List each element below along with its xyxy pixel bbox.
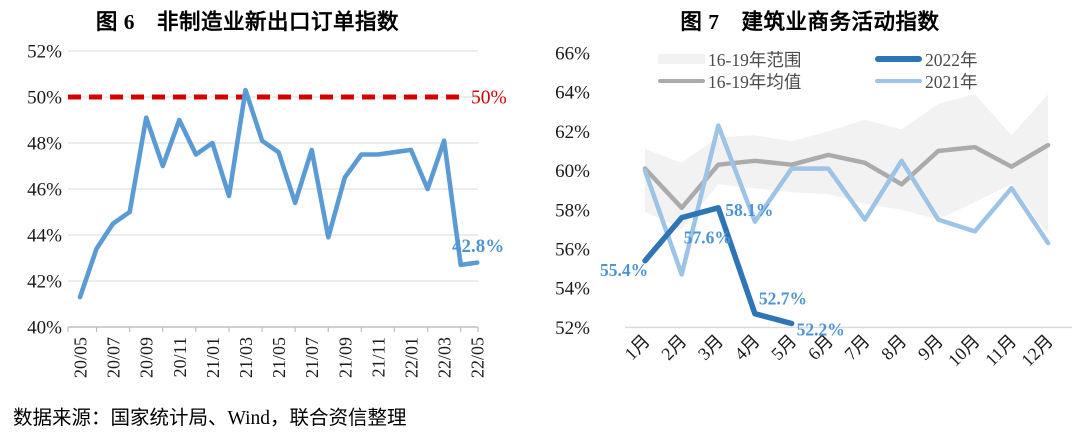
x-tick-label: 22/03 bbox=[435, 337, 455, 378]
y-tick-label: 62% bbox=[555, 122, 590, 143]
y-tick-label: 50% bbox=[27, 88, 62, 109]
y-tick-label: 48% bbox=[27, 134, 62, 155]
x-tick-label: 21/07 bbox=[302, 337, 322, 378]
legend-label-range: 16-19年范围 bbox=[708, 49, 802, 70]
y-tick-label: 42% bbox=[27, 272, 62, 293]
range-band bbox=[645, 94, 1049, 236]
legend-item-2022: 2022年 bbox=[875, 50, 978, 70]
x-tick-label: 21/01 bbox=[203, 337, 223, 378]
point-value-label: 55.4% bbox=[600, 260, 648, 280]
x-tick-label: 20/07 bbox=[104, 337, 124, 378]
x-tick-label: 20/11 bbox=[170, 337, 190, 377]
x-tick-label: 5月 bbox=[767, 331, 800, 364]
x-tick-label: 21/03 bbox=[236, 337, 256, 378]
y-tick-label: 54% bbox=[555, 279, 590, 300]
x-tick-label: 7月 bbox=[840, 331, 873, 364]
data-source-note: 数据来源：国家统计局、Wind，联合资信整理 bbox=[13, 408, 407, 429]
x-tick-label: 21/05 bbox=[269, 337, 289, 378]
y-tick-label: 56% bbox=[555, 240, 590, 261]
legend-item-range: 16-19年范围 bbox=[658, 50, 801, 70]
x-tick-label: 22/05 bbox=[468, 337, 488, 378]
x-tick-label: 2月 bbox=[657, 331, 690, 364]
y-tick-label: 58% bbox=[555, 200, 590, 221]
series-line-2021年 bbox=[642, 123, 1051, 277]
y-tick-label: 60% bbox=[555, 161, 590, 182]
x-tick-label: 12月 bbox=[1017, 331, 1057, 371]
series-line-2022年 bbox=[642, 205, 795, 327]
figure-7-chart: 66%64%62%60%58%56%54%52%1月 2月 3月 4月 5月 6月 7月 8月… bbox=[555, 44, 1072, 371]
legend-label-2022: 2022年 bbox=[925, 49, 978, 70]
y-tick-label: 64% bbox=[555, 83, 590, 104]
range-band-swatch bbox=[658, 54, 705, 64]
figure-6-title: 图 6 非制造业新出口订单指数 bbox=[95, 10, 400, 34]
legend-label-mean: 16-19年均值 bbox=[708, 71, 802, 92]
x-tick-label: 22/01 bbox=[402, 337, 422, 378]
y-tick-label: 66% bbox=[555, 44, 590, 65]
line-2022-swatch bbox=[875, 56, 922, 62]
x-tick-label: 8月 bbox=[877, 331, 910, 364]
y-tick-label: 52% bbox=[555, 318, 590, 339]
x-tick-label: 9月 bbox=[914, 331, 947, 364]
y-tick-label: 44% bbox=[27, 226, 62, 247]
x-tick-label: 3月 bbox=[694, 331, 727, 364]
series-line-new-export-orders bbox=[77, 87, 480, 300]
legend-item-mean: 16-19年均值 bbox=[658, 72, 801, 92]
mean-line-swatch bbox=[658, 78, 705, 84]
point-value-label: 52.2% bbox=[797, 320, 845, 340]
series-line-16-19年均值 bbox=[642, 142, 1051, 211]
point-value-label: 58.1% bbox=[725, 200, 773, 220]
y-tick-label: 46% bbox=[27, 180, 62, 201]
x-tick-label: 20/05 bbox=[71, 337, 91, 378]
x-tick-label: 11月 bbox=[981, 331, 1020, 370]
point-value-label: 52.7% bbox=[759, 289, 807, 309]
legend-item-2021: 2021年 bbox=[875, 72, 978, 92]
x-tick-label: 21/09 bbox=[335, 337, 355, 378]
end-value-label: 42.8% bbox=[452, 236, 504, 257]
reference-line-label: 50% bbox=[471, 88, 507, 109]
line-2021-swatch bbox=[875, 78, 922, 84]
y-tick-label: 40% bbox=[27, 318, 62, 339]
point-value-label: 57.6% bbox=[684, 228, 732, 248]
figure-6-chart: 52% 50% 48% 46% 44% 42% 40% 20/05 20/07 20/09 20/1… bbox=[27, 42, 507, 379]
x-tick-label: 1月 bbox=[621, 331, 654, 364]
x-tick-label: 21/11 bbox=[368, 337, 388, 377]
x-tick-label: 4月 bbox=[730, 331, 763, 364]
x-tick-label: 20/09 bbox=[137, 337, 157, 378]
legend-label-2021: 2021年 bbox=[925, 71, 978, 92]
figure-7-title: 图 7 建筑业商务活动指数 bbox=[680, 10, 940, 34]
x-tick-label: 10月 bbox=[944, 331, 984, 371]
y-tick-label: 52% bbox=[27, 42, 62, 63]
